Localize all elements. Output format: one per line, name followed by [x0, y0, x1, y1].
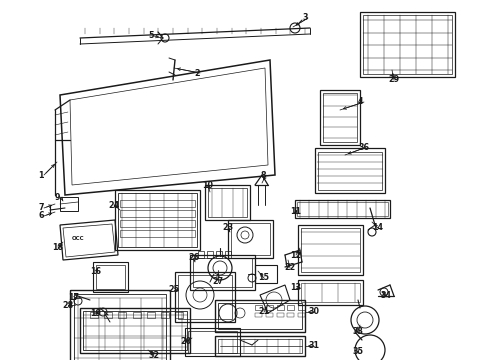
- Bar: [193, 258, 252, 287]
- Bar: [198, 251, 204, 258]
- Text: 34: 34: [380, 291, 391, 300]
- Bar: [104, 312, 112, 318]
- Bar: [60, 197, 78, 211]
- Text: 11: 11: [290, 207, 301, 216]
- Text: 32: 32: [148, 351, 159, 360]
- Bar: [231, 223, 270, 255]
- Text: 33: 33: [352, 328, 363, 337]
- Text: 18: 18: [52, 243, 63, 252]
- Bar: [225, 251, 231, 258]
- Bar: [93, 262, 128, 292]
- Bar: [301, 228, 360, 272]
- Text: 7: 7: [38, 203, 44, 212]
- Bar: [315, 148, 385, 193]
- Bar: [323, 93, 357, 142]
- Bar: [74, 294, 166, 360]
- Bar: [301, 283, 360, 302]
- Bar: [218, 303, 302, 329]
- Bar: [363, 15, 452, 74]
- Text: 31: 31: [308, 342, 319, 351]
- Text: 30: 30: [308, 307, 319, 316]
- Text: 16: 16: [90, 267, 101, 276]
- Text: 13: 13: [290, 284, 301, 292]
- Bar: [96, 265, 125, 289]
- Bar: [120, 230, 195, 237]
- Bar: [287, 305, 294, 310]
- Text: 1: 1: [38, 171, 44, 180]
- Bar: [320, 90, 360, 145]
- Bar: [132, 312, 141, 318]
- Text: 17: 17: [68, 293, 79, 302]
- Text: 12: 12: [290, 251, 301, 260]
- Bar: [178, 275, 232, 319]
- Text: 9: 9: [55, 193, 60, 202]
- Text: 19: 19: [90, 310, 101, 319]
- Text: OCC: OCC: [72, 236, 85, 241]
- Text: 8: 8: [260, 171, 266, 180]
- Bar: [147, 312, 155, 318]
- Bar: [120, 210, 195, 217]
- Bar: [228, 220, 273, 258]
- Text: 24: 24: [108, 201, 119, 210]
- Text: 3: 3: [302, 13, 308, 22]
- Bar: [70, 290, 170, 360]
- Text: 23: 23: [222, 224, 233, 233]
- Text: 4: 4: [358, 98, 364, 107]
- Text: 27: 27: [212, 278, 223, 287]
- Bar: [298, 280, 363, 305]
- Bar: [207, 251, 213, 258]
- Bar: [118, 193, 197, 247]
- Bar: [318, 152, 382, 190]
- Bar: [120, 200, 195, 207]
- Bar: [205, 185, 250, 220]
- Text: 36: 36: [358, 144, 369, 153]
- Bar: [215, 336, 305, 356]
- Bar: [90, 312, 98, 318]
- Text: 14: 14: [372, 224, 383, 233]
- Text: 29: 29: [388, 76, 399, 85]
- Bar: [298, 313, 305, 317]
- Bar: [276, 313, 284, 317]
- Bar: [216, 251, 222, 258]
- Bar: [295, 200, 390, 218]
- Bar: [175, 272, 235, 322]
- Bar: [297, 202, 388, 216]
- Bar: [188, 331, 237, 353]
- Text: 21: 21: [258, 307, 269, 316]
- Text: 25: 25: [168, 285, 179, 294]
- Bar: [161, 312, 169, 318]
- Bar: [266, 305, 273, 310]
- Bar: [190, 255, 255, 290]
- Text: 35: 35: [352, 347, 363, 356]
- Text: 20: 20: [180, 338, 191, 346]
- Bar: [83, 311, 187, 350]
- Bar: [287, 313, 294, 317]
- Bar: [118, 312, 126, 318]
- Bar: [298, 225, 363, 275]
- Bar: [218, 339, 302, 353]
- Bar: [255, 305, 262, 310]
- Bar: [255, 265, 277, 283]
- Text: 26: 26: [188, 253, 199, 262]
- Bar: [360, 12, 455, 77]
- Bar: [120, 220, 195, 227]
- Bar: [185, 328, 240, 356]
- Text: 15: 15: [258, 274, 269, 283]
- Bar: [255, 313, 262, 317]
- Bar: [266, 313, 273, 317]
- Bar: [298, 305, 305, 310]
- Bar: [215, 300, 305, 332]
- Text: 22: 22: [284, 264, 295, 273]
- Bar: [276, 305, 284, 310]
- Bar: [80, 308, 190, 353]
- Text: 28: 28: [62, 301, 73, 310]
- Bar: [208, 188, 247, 217]
- Bar: [175, 312, 183, 318]
- Text: 6: 6: [38, 211, 44, 220]
- Text: 2: 2: [194, 68, 199, 77]
- Text: 5: 5: [148, 31, 153, 40]
- Text: 10: 10: [202, 180, 213, 189]
- Bar: [115, 190, 200, 250]
